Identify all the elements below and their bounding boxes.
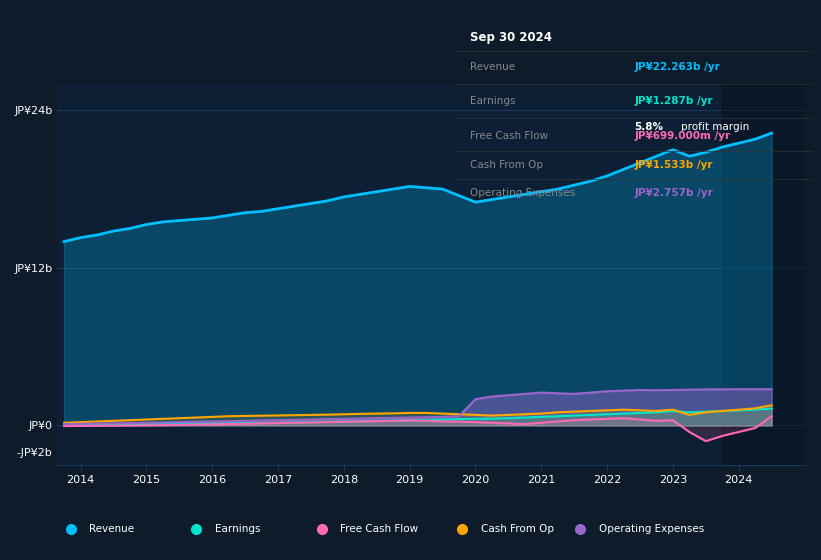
Bar (722, 84, 805, 465)
Text: Revenue: Revenue (470, 62, 515, 72)
Text: Earnings: Earnings (470, 96, 516, 106)
Text: Sep 30 2024: Sep 30 2024 (470, 31, 552, 44)
Text: JP¥2.757b /yr: JP¥2.757b /yr (635, 188, 713, 198)
Text: Operating Expenses: Operating Expenses (599, 524, 704, 534)
Text: profit margin: profit margin (681, 122, 749, 132)
Text: JP¥22.263b /yr: JP¥22.263b /yr (635, 62, 720, 72)
Text: JP¥699.000m /yr: JP¥699.000m /yr (635, 131, 731, 141)
Text: Free Cash Flow: Free Cash Flow (470, 131, 548, 141)
Text: 5.8%: 5.8% (635, 122, 663, 132)
Text: JP¥1.533b /yr: JP¥1.533b /yr (635, 160, 713, 170)
Text: Cash From Op: Cash From Op (481, 524, 553, 534)
Text: Revenue: Revenue (89, 524, 134, 534)
Text: Cash From Op: Cash From Op (470, 160, 543, 170)
Text: Operating Expenses: Operating Expenses (470, 188, 576, 198)
Text: JP¥1.287b /yr: JP¥1.287b /yr (635, 96, 713, 106)
Text: Free Cash Flow: Free Cash Flow (341, 524, 419, 534)
Text: Earnings: Earnings (215, 524, 260, 534)
